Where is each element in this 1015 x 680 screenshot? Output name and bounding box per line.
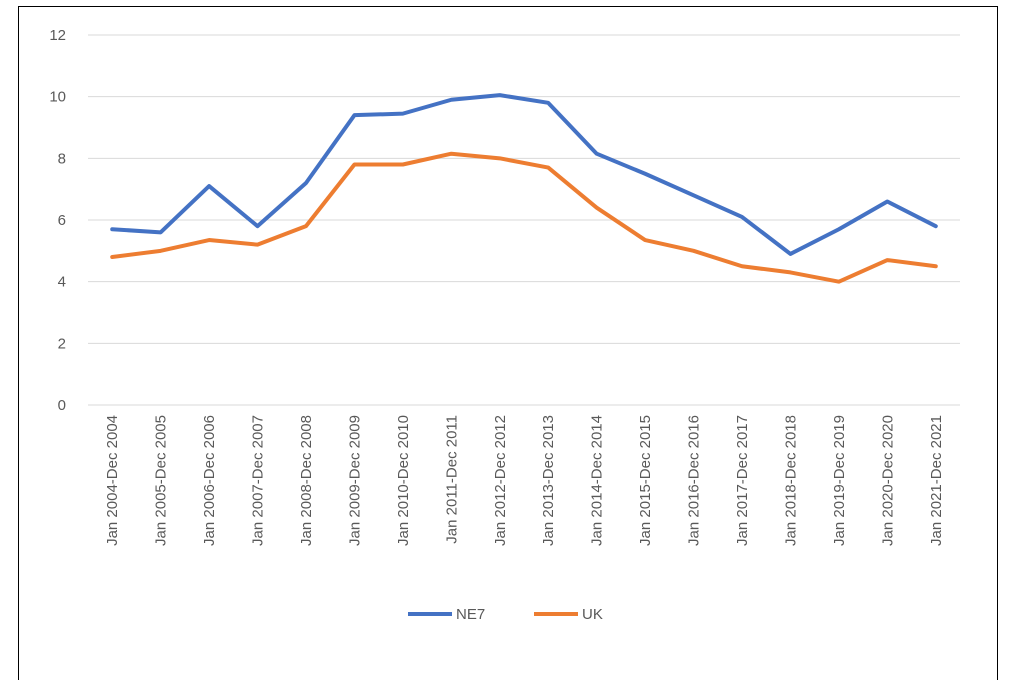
data-line bbox=[110, 93, 938, 256]
x-tick-label: Jan 2007-Dec 2007 bbox=[250, 415, 267, 546]
x-tick-label: Jan 2014-Dec 2014 bbox=[589, 415, 606, 546]
x-tick-label: Jan 2008-Dec 2008 bbox=[298, 415, 315, 546]
x-tick-label: Jan 2009-Dec 2009 bbox=[346, 415, 363, 546]
x-tick-label: Jan 2021-Dec 2021 bbox=[928, 415, 945, 546]
x-tick-label: Jan 2005-Dec 2005 bbox=[153, 415, 170, 546]
y-tick-label: 10 bbox=[49, 89, 66, 106]
x-tick-label: Jan 2013-Dec 2013 bbox=[540, 415, 557, 546]
x-tick-label: Jan 2012-Dec 2012 bbox=[492, 415, 509, 546]
y-tick-label: 4 bbox=[58, 274, 66, 291]
x-tick-label: Jan 2010-Dec 2010 bbox=[395, 415, 412, 546]
x-tick-label: Jan 2015-Dec 2015 bbox=[637, 415, 654, 546]
y-tick-label: 8 bbox=[58, 150, 66, 167]
data-line bbox=[110, 151, 938, 284]
y-tick-label: 6 bbox=[58, 212, 66, 229]
x-tick-label: Jan 2020-Dec 2020 bbox=[879, 415, 896, 546]
y-tick-label: 12 bbox=[49, 27, 66, 44]
x-tick-label: Jan 2016-Dec 2016 bbox=[686, 415, 703, 546]
legend-label: NE7 bbox=[456, 606, 485, 623]
x-tick-label: Jan 2004-Dec 2004 bbox=[104, 415, 121, 546]
chart-border bbox=[18, 6, 998, 680]
x-tick-label: Jan 2011-Dec 2011 bbox=[443, 415, 460, 544]
x-tick-label: Jan 2006-Dec 2006 bbox=[201, 415, 218, 546]
legend-label: UK bbox=[582, 606, 603, 623]
y-tick-label: 2 bbox=[58, 335, 66, 352]
y-tick-label: 0 bbox=[58, 397, 66, 414]
x-tick-label: Jan 2018-Dec 2018 bbox=[782, 415, 799, 546]
x-tick-label: Jan 2019-Dec 2019 bbox=[831, 415, 848, 546]
x-tick-label: Jan 2017-Dec 2017 bbox=[734, 415, 751, 546]
